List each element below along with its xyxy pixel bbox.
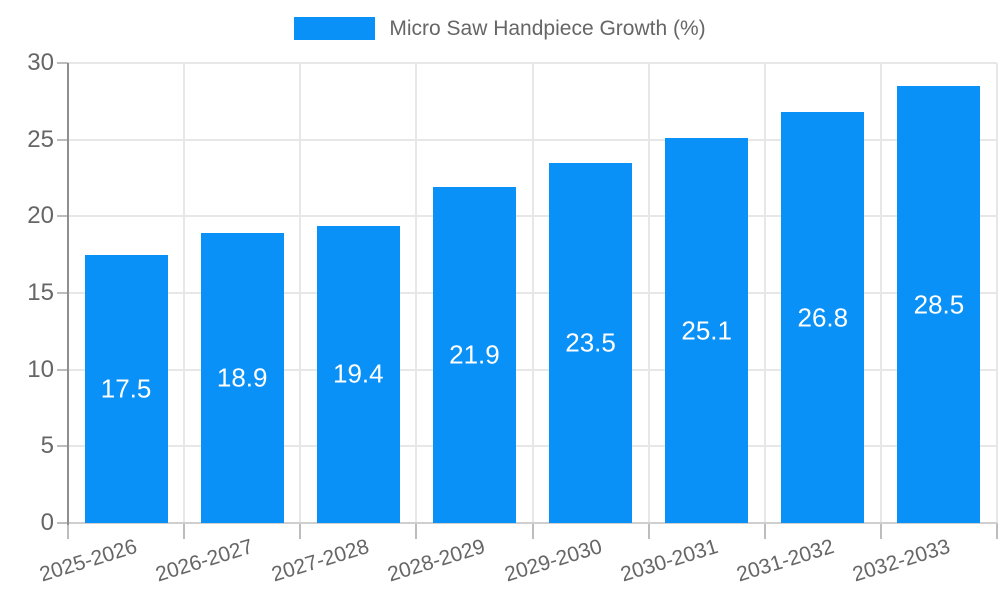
gridline-x-2 bbox=[299, 63, 302, 523]
legend-label: Micro Saw Handpiece Growth (%) bbox=[389, 17, 706, 40]
y-tick-mark bbox=[57, 368, 68, 371]
gridline-x-3 bbox=[415, 63, 418, 523]
bar-value-label: 28.5 bbox=[913, 289, 965, 319]
y-tick-mark bbox=[57, 445, 68, 448]
y-tick-mark bbox=[57, 62, 68, 64]
bar-2028-2029 bbox=[432, 187, 516, 523]
x-tick-mark bbox=[996, 523, 998, 539]
bar-value-label: 18.9 bbox=[216, 362, 268, 393]
x-tick-mark bbox=[299, 523, 302, 539]
y-tick-mark bbox=[57, 292, 68, 294]
bar-2027-2028 bbox=[316, 225, 400, 523]
y-axis-tick-label: 25 bbox=[27, 125, 54, 153]
x-tick-mark bbox=[67, 523, 69, 539]
y-axis-tick-label: 20 bbox=[27, 202, 54, 230]
bar-value-label: 17.5 bbox=[100, 373, 152, 404]
gridline-x-7 bbox=[879, 63, 882, 523]
bar-value-label: 23.5 bbox=[565, 327, 616, 358]
bar-2030-2031 bbox=[665, 138, 749, 523]
y-axis-tick-label: 5 bbox=[40, 432, 54, 460]
y-axis-line bbox=[67, 63, 69, 525]
x-tick-mark bbox=[531, 523, 534, 539]
legend[interactable]: Micro Saw Handpiece Growth (%) bbox=[0, 17, 1000, 40]
bar-2025-2026 bbox=[84, 254, 168, 523]
bar-2031-2032 bbox=[781, 112, 865, 523]
bar-2029-2030 bbox=[549, 162, 633, 523]
y-axis-tick-label: 0 bbox=[40, 509, 54, 536]
bar-2026-2027 bbox=[200, 233, 284, 523]
bar-value-label: 25.1 bbox=[681, 315, 732, 346]
bar-value-label: 26.8 bbox=[797, 302, 849, 333]
bar-value-label: 21.9 bbox=[449, 339, 500, 370]
gridline-x-6 bbox=[763, 63, 766, 523]
gridline-x-8 bbox=[996, 63, 998, 523]
y-axis-tick-label: 10 bbox=[27, 355, 54, 383]
x-tick-mark bbox=[183, 523, 186, 539]
x-axis-line bbox=[68, 522, 997, 524]
x-tick-mark bbox=[647, 523, 650, 539]
y-tick-mark bbox=[57, 522, 68, 524]
bar-2032-2033 bbox=[897, 86, 981, 523]
legend-swatch bbox=[294, 17, 376, 40]
y-axis-tick-label: 15 bbox=[27, 279, 54, 306]
x-tick-mark bbox=[879, 523, 882, 539]
gridline-x-5 bbox=[647, 63, 650, 523]
gridline-x-1 bbox=[183, 63, 186, 523]
y-axis-tick-label: 30 bbox=[27, 49, 54, 76]
x-tick-mark bbox=[415, 523, 418, 539]
bar-value-label: 19.4 bbox=[333, 358, 384, 389]
gridline-x-4 bbox=[531, 63, 534, 523]
x-tick-mark bbox=[763, 523, 766, 539]
y-tick-mark bbox=[57, 215, 68, 218]
y-tick-mark bbox=[57, 138, 68, 141]
